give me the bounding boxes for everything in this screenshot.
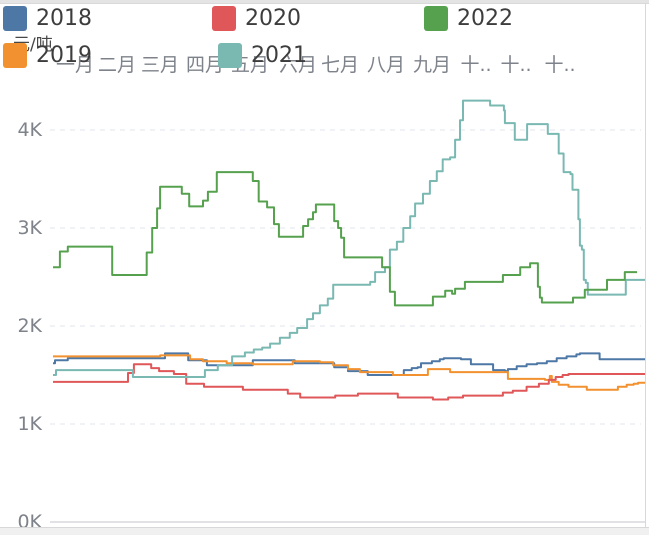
x-tick-label-9: 九月: [412, 54, 452, 76]
legend-swatch-2022[interactable]: [424, 6, 448, 31]
series-line-2020[interactable]: [53, 363, 645, 401]
legend-item-2020[interactable]: 2020: [212, 6, 301, 31]
legend-label-2021: 2021: [251, 43, 307, 68]
x-tick-label-2: 二月: [97, 54, 137, 76]
y-tick-label-4K: 4K: [17, 119, 42, 141]
legend-label-2018: 2018: [36, 6, 92, 31]
y-tick-label-3K: 3K: [17, 217, 42, 239]
x-tick-label-4: 四月: [185, 54, 225, 76]
series-line-2021[interactable]: [53, 99, 645, 378]
x-tick-label-12: 十..: [544, 54, 576, 76]
series-line-2022[interactable]: [53, 171, 638, 307]
legend-swatch-2020[interactable]: [212, 6, 236, 31]
panel-right-border: [645, 3, 646, 527]
top-divider: [0, 0, 649, 4]
legend-item-2019[interactable]: 2019: [3, 43, 92, 68]
x-tick-label-11: 十..: [500, 54, 532, 76]
x-tick-label-10: 十..: [460, 54, 492, 76]
y-tick-label-1K: 1K: [17, 413, 42, 435]
x-tick-label-3: 三月: [140, 54, 180, 76]
legend-item-2021[interactable]: 2021: [218, 43, 307, 68]
legend-label-2019: 2019: [36, 43, 92, 68]
y-tick-label-2K: 2K: [17, 315, 42, 337]
x-tick-label-8: 八月: [366, 54, 406, 76]
x-tick-label-6: 六月: [278, 54, 318, 76]
legend-label-2020: 2020: [245, 6, 301, 31]
legend-swatch-2021[interactable]: [218, 43, 242, 68]
legend-label-2022: 2022: [457, 6, 513, 31]
legend-item-2018[interactable]: 2018: [3, 6, 92, 31]
x-tick-label-1: 一月: [55, 54, 95, 76]
bottom-scroll-strip[interactable]: [0, 527, 649, 535]
x-tick-label-7: 七月: [320, 54, 360, 76]
gridlines: [50, 129, 645, 523]
legend-swatch-2018[interactable]: [3, 6, 27, 31]
series-lines[interactable]: [53, 99, 645, 401]
legend-swatch-2019[interactable]: [3, 43, 27, 68]
legend-item-2022[interactable]: 2022: [424, 6, 513, 31]
series-line-2019[interactable]: [53, 354, 645, 391]
